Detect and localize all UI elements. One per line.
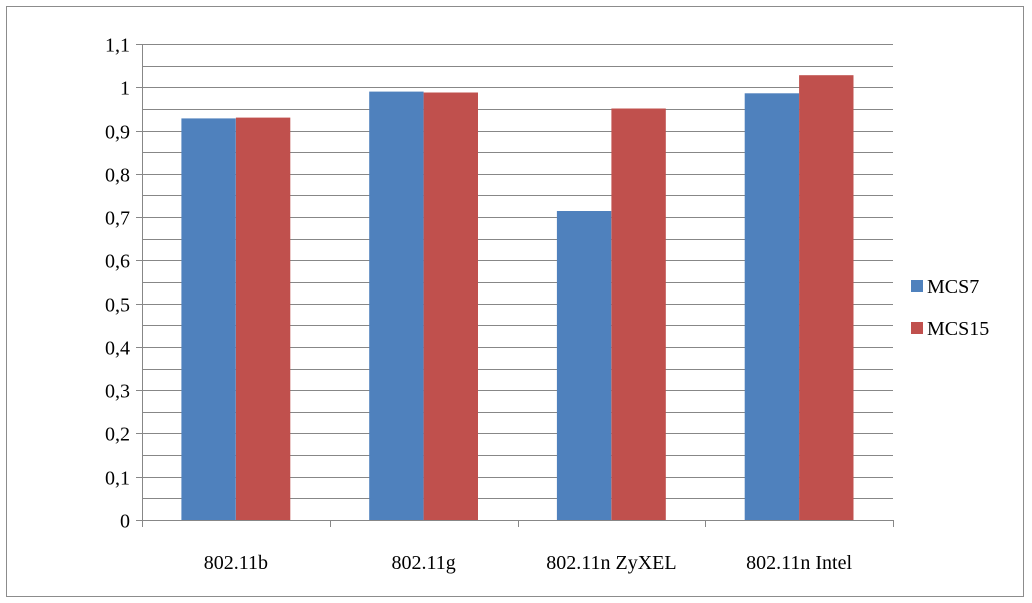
axes bbox=[142, 44, 893, 521]
legend-swatch-mcs15 bbox=[911, 322, 923, 334]
bar-mcs15-2 bbox=[611, 108, 666, 520]
bar-mcs7-2 bbox=[556, 211, 612, 520]
y-tick-label: 0,2 bbox=[105, 424, 130, 446]
legend-label-mcs15: MCS15 bbox=[927, 318, 989, 340]
bar-mcs15-0 bbox=[235, 117, 291, 520]
y-tick-label: 1,1 bbox=[105, 35, 130, 57]
legend-swatch-mcs7 bbox=[911, 280, 923, 292]
legend-label-mcs7: MCS7 bbox=[927, 276, 979, 298]
y-tick-label: 0,6 bbox=[105, 251, 130, 273]
y-tick-label: 0,5 bbox=[105, 295, 130, 317]
bar-mcs7-3 bbox=[744, 93, 800, 521]
bars bbox=[181, 75, 854, 521]
y-tick-label: 0,4 bbox=[105, 338, 130, 360]
y-tick-label: 0,3 bbox=[105, 381, 130, 403]
x-axis-ticks: 802.11b 802.11g 802.11n ZyXEL 802.11n Intel bbox=[142, 520, 894, 574]
bar-mcs7-0 bbox=[181, 118, 236, 521]
y-tick-label: 0 bbox=[120, 511, 130, 533]
y-tick-label: 0,9 bbox=[105, 122, 130, 144]
x-tick-label: 802.11n Intel bbox=[746, 552, 852, 574]
bar-mcs15-3 bbox=[799, 75, 854, 520]
y-tick-label: 1 bbox=[120, 78, 130, 100]
x-tick-label: 802.11n ZyXEL bbox=[546, 552, 676, 574]
x-tick-label: 802.11g bbox=[391, 552, 455, 574]
y-tick-label: 0,7 bbox=[105, 208, 130, 230]
y-tick-label: 0,1 bbox=[105, 468, 130, 490]
y-axis-ticks: 0 0,1 0,2 0,3 0,4 0,5 0,6 0,7 0,8 0,9 1 1,1 bbox=[105, 35, 142, 533]
y-tick-label: 0,8 bbox=[105, 165, 130, 187]
x-tick-label: 802.11b bbox=[204, 552, 268, 574]
bar-mcs7-1 bbox=[369, 91, 424, 520]
legend: MCS7 MCS15 bbox=[911, 276, 989, 340]
bar-mcs15-1 bbox=[423, 92, 478, 520]
